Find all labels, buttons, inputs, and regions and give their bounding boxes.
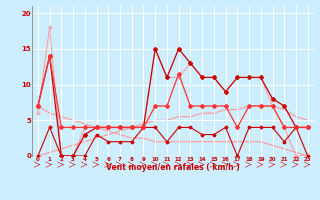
X-axis label: Vent moyen/en rafales ( km/h ): Vent moyen/en rafales ( km/h ) (106, 163, 240, 172)
